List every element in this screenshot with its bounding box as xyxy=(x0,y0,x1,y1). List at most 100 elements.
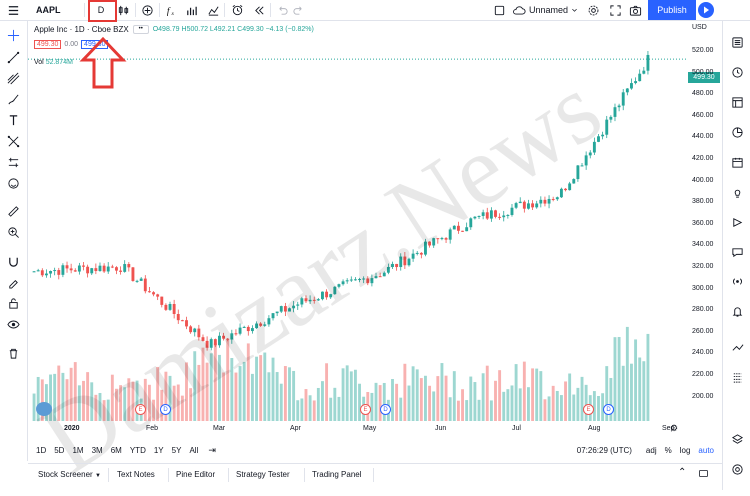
compare-icon[interactable] xyxy=(138,0,156,20)
menu-icon[interactable] xyxy=(0,0,26,20)
earnings-event[interactable]: E xyxy=(583,404,594,415)
collapse-panel-icon[interactable]: ⌃ xyxy=(678,467,687,478)
fib-tool-icon[interactable] xyxy=(5,70,21,86)
order-panel-icon[interactable] xyxy=(729,369,745,385)
candle xyxy=(238,327,242,334)
earnings-event[interactable]: E xyxy=(135,404,146,415)
trend-line-icon[interactable] xyxy=(5,49,21,65)
interval-button[interactable]: D xyxy=(97,5,105,15)
price-chart[interactable] xyxy=(28,21,688,441)
prediction-tool-icon[interactable] xyxy=(5,154,21,170)
settings-gear-icon[interactable] xyxy=(584,0,602,20)
news-bubble-icon[interactable] xyxy=(36,402,52,416)
chat-icon[interactable] xyxy=(729,244,745,260)
range-1m[interactable]: 1M xyxy=(72,445,84,455)
tab-pine-editor[interactable]: Pine Editor xyxy=(176,470,216,479)
magnet-icon[interactable] xyxy=(5,253,21,269)
candle xyxy=(366,278,370,284)
calendar-icon[interactable] xyxy=(729,154,745,170)
volume-bar xyxy=(119,385,123,421)
alerts-clock-icon[interactable] xyxy=(729,64,745,80)
broadcast-icon[interactable] xyxy=(729,273,745,289)
volume-label: Vol xyxy=(34,59,44,66)
axis-settings-icon[interactable]: ⚙ xyxy=(670,423,679,433)
lock-icon[interactable] xyxy=(5,295,21,311)
earnings-event[interactable]: E xyxy=(360,404,371,415)
zoom-icon[interactable] xyxy=(5,224,21,240)
alert-icon[interactable] xyxy=(228,0,246,20)
camera-icon[interactable] xyxy=(626,0,644,20)
financials-icon[interactable] xyxy=(182,0,200,20)
percent-toggle[interactable]: % xyxy=(664,445,672,455)
replay-icon[interactable] xyxy=(250,0,268,20)
play-icon[interactable] xyxy=(698,2,714,18)
tab-strategy-tester[interactable]: Strategy Tester xyxy=(236,470,290,479)
select-layout-icon[interactable] xyxy=(490,0,508,20)
symbol-search[interactable]: AAPL xyxy=(36,5,61,15)
legend-title[interactable]: Apple Inc · 1D · Cboe BZX xyxy=(34,25,129,34)
log-toggle[interactable]: log xyxy=(679,445,691,455)
bid-price[interactable]: 499.30 xyxy=(34,40,62,49)
data-window-icon[interactable] xyxy=(729,94,745,110)
date-range-icon[interactable]: ⇥ xyxy=(208,444,216,455)
fullscreen-icon[interactable] xyxy=(606,0,624,20)
volume-bar xyxy=(147,384,151,421)
range-6m[interactable]: 6M xyxy=(110,445,122,455)
streams-icon[interactable] xyxy=(729,214,745,230)
range-5y[interactable]: 5Y xyxy=(171,445,182,455)
currency-label[interactable]: USD xyxy=(692,24,707,31)
tab-text-notes[interactable]: Text Notes xyxy=(117,470,155,479)
candle xyxy=(304,298,308,302)
watchlist-icon[interactable] xyxy=(729,34,745,50)
emoji-icon[interactable] xyxy=(5,175,21,191)
publish-button[interactable]: Publish xyxy=(648,0,696,20)
tab-trading-panel[interactable]: Trading Panel xyxy=(312,470,362,479)
brush-icon[interactable] xyxy=(5,91,21,107)
layers-icon[interactable] xyxy=(729,431,745,447)
maximize-panel-icon[interactable] xyxy=(698,468,709,481)
candle xyxy=(564,188,567,191)
hotlist-icon[interactable] xyxy=(729,124,745,140)
eye-icon[interactable] xyxy=(5,316,21,332)
trend-icon[interactable] xyxy=(729,339,745,355)
templates-icon[interactable] xyxy=(204,0,222,20)
volume-bar xyxy=(353,369,357,421)
candle xyxy=(411,253,415,259)
time-axis[interactable]: 2020 Feb Mar Apr May Jun Jul Aug Sep ⚙ xyxy=(28,422,688,436)
dividend-event[interactable]: D xyxy=(380,404,391,415)
candle xyxy=(82,265,85,267)
more-icon[interactable]: •• xyxy=(132,25,149,34)
ruler-icon[interactable] xyxy=(5,203,21,219)
range-1d[interactable]: 1D xyxy=(36,445,47,455)
range-3m[interactable]: 3M xyxy=(91,445,103,455)
text-tool-icon[interactable] xyxy=(5,112,21,128)
undo-icon[interactable] xyxy=(274,0,290,20)
stay-drawing-icon[interactable] xyxy=(5,274,21,290)
clock[interactable]: 07:26:29 (UTC) xyxy=(576,445,632,455)
tab-stock-screener[interactable]: Stock Screener ▼ xyxy=(38,470,101,479)
dividend-event[interactable]: D xyxy=(603,404,614,415)
dividend-event[interactable]: D xyxy=(160,404,171,415)
range-1y[interactable]: 1Y xyxy=(153,445,164,455)
crosshair-icon[interactable] xyxy=(5,27,21,43)
pattern-tool-icon[interactable] xyxy=(5,133,21,149)
candle xyxy=(514,203,518,208)
trash-icon[interactable] xyxy=(5,345,21,361)
range-all[interactable]: All xyxy=(189,445,199,455)
range-ytd[interactable]: YTD xyxy=(129,445,146,455)
price-axis[interactable]: USD 499.30 520.00 500.00 480.00 460.00 440.0… xyxy=(688,21,722,441)
chart-type-icon[interactable] xyxy=(114,0,132,20)
redo-icon[interactable] xyxy=(290,0,306,20)
notifications-bell-icon[interactable] xyxy=(729,303,745,319)
range-5d[interactable]: 5D xyxy=(54,445,65,455)
volume-bar xyxy=(428,385,432,421)
range-bar: 1D 5D 1M 3M 6M YTD 1Y 5Y All ⇥ 07:26:29 … xyxy=(28,441,722,459)
adj-toggle[interactable]: adj xyxy=(645,445,657,455)
ideas-lightbulb-icon[interactable] xyxy=(729,184,745,200)
volume-bar xyxy=(57,365,61,421)
layout-menu[interactable]: Unnamed xyxy=(512,0,582,20)
help-icon[interactable] xyxy=(729,461,745,477)
auto-toggle[interactable]: auto xyxy=(698,445,714,455)
candle xyxy=(461,230,464,232)
